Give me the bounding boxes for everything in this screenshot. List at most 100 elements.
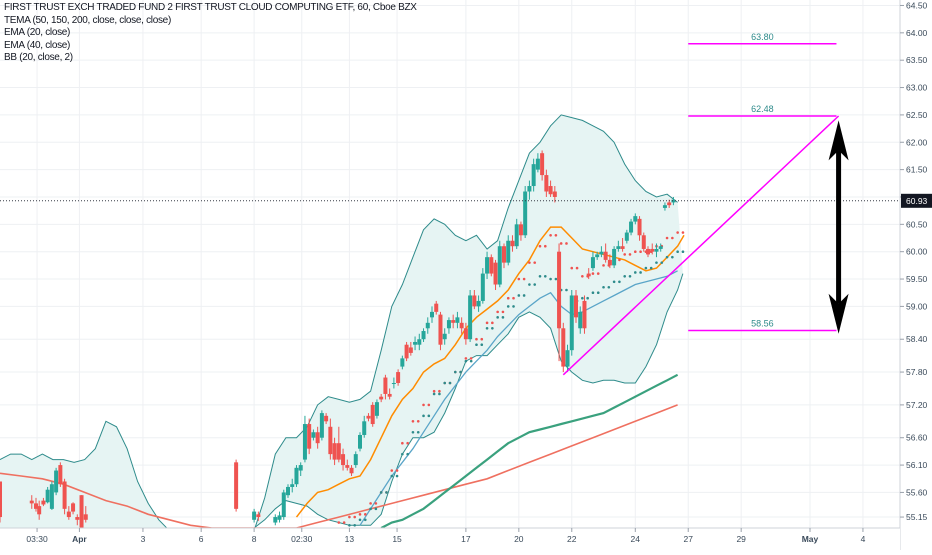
candle [548,180,553,197]
tema-dot [639,250,642,253]
candle [527,180,532,200]
indicator-bb-label[interactable]: BB (20, close, 2) [4,52,73,64]
ema40-dot [480,343,484,347]
ema40-dot [411,430,415,434]
candle [472,289,477,310]
candle-body [595,254,600,258]
ema40-dot [374,507,378,511]
tema-dot [581,275,584,278]
ema40-dot [623,275,627,278]
candle-body [548,186,553,195]
tema-dot [549,233,552,237]
candle [476,295,481,312]
candle-body [54,470,59,493]
tema-dot [390,469,394,472]
price-tick-label: 60.00 [906,247,928,257]
candle-body [574,295,578,318]
candle [493,259,498,290]
ema40-dot [512,305,515,308]
price-tick-label: 61.50 [906,165,928,175]
bb-upper-line [253,114,678,531]
ema40-dot [607,285,611,289]
ema40-line [359,270,678,526]
indicator-tema-label[interactable]: TEMA (50, 150, 200, close, close, close) [4,14,171,26]
price-tick-label: 56.10 [906,460,928,470]
candle-body [535,158,540,170]
candle-body [552,191,557,197]
candle [574,289,578,323]
ema40-dot [422,414,425,418]
price-axis: 64.5064.0063.5063.0062.5062.0061.5061.00… [900,0,928,522]
candle [379,393,384,403]
candle-body [315,432,320,444]
candle-body [79,495,84,528]
candle [569,289,574,356]
ema40-dot [676,250,679,253]
candle [370,402,375,427]
candle [349,465,354,477]
ema40-dot [416,430,420,434]
indicator-ema20-label[interactable]: EMA (20, close) [4,27,71,39]
candle [531,158,536,192]
candle-body [404,344,409,359]
ema40-dot [506,305,510,308]
candle [480,268,485,304]
candle [523,186,528,239]
candle-body [294,467,299,485]
candle [353,451,358,468]
ema40-dot [591,291,595,295]
tema-dot [554,233,558,237]
candle-body [413,341,418,345]
candle-body [629,221,634,233]
candle-body [506,240,511,263]
candle-body [430,311,434,318]
candle-body [455,317,460,323]
time-tick-label: 22 [567,534,577,544]
tema-dot [353,515,357,519]
candle-body [442,333,447,340]
candle [489,254,494,277]
candle [624,229,629,244]
time-tick-label: 20 [514,534,524,544]
candle-body [662,205,667,208]
candle [413,336,418,351]
tema-dot [528,261,531,264]
candle-body [446,320,451,329]
tema-dot [570,266,574,270]
candle [540,150,545,181]
candle [425,317,430,334]
candle [277,511,282,523]
ema40-dot [554,277,558,281]
time-tick-label: 8 [252,534,257,544]
candle [646,246,650,258]
price-tick-label: 59.50 [906,274,928,284]
candle-body [256,514,261,518]
ema40-dot [432,392,436,396]
candle [252,508,257,523]
price-tick-label: 55.15 [906,512,928,522]
arrow-head-up [828,120,849,161]
candle-body [476,300,481,307]
candle [565,344,570,373]
time-tick-label: 6 [199,534,204,544]
price-tick-label: 60.50 [906,219,928,229]
candle-body [616,246,621,249]
candle-body [502,246,506,263]
tema-dot [337,521,341,524]
indicator-ema40-label[interactable]: EMA (40, close) [4,39,71,51]
candle [75,514,80,526]
candle [510,235,515,252]
price-tick-label: 56.60 [906,433,928,443]
candle [391,377,396,389]
tema-dot [671,236,674,240]
ema40-dot [633,271,637,274]
symbol-title[interactable]: FIRST TRUST EXCH TRADED FUND 2 FIRST TRU… [4,2,417,13]
candle [345,459,350,471]
candle-body [468,295,473,340]
ema40-dot [453,370,457,374]
candle-body [620,246,625,249]
candle [485,251,490,280]
candle [514,218,519,249]
